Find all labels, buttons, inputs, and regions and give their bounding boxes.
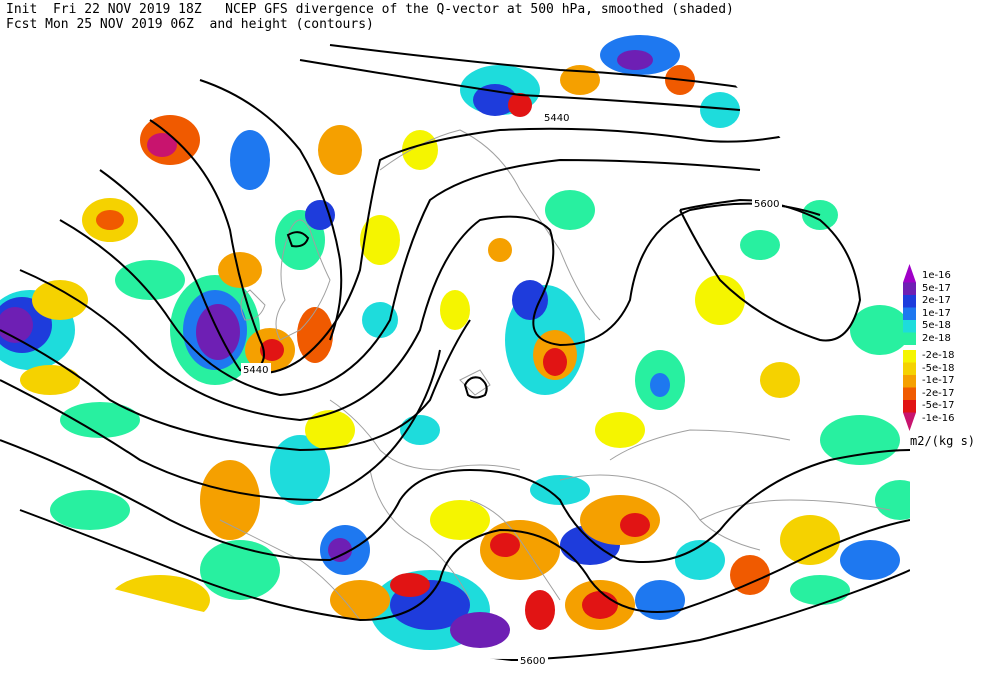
colorbar-swatch <box>903 400 916 413</box>
colorbar-swatch <box>903 320 916 333</box>
colorbar-label: -1e-17 <box>922 375 955 386</box>
colorbar-label: 1e-17 <box>922 307 951 319</box>
contour-label: 5600 <box>520 656 545 667</box>
colorbar-label: -5e-18 <box>922 362 955 374</box>
colorbar-units: m2/(kg s) <box>910 434 976 448</box>
colorbar-swatch <box>903 387 916 400</box>
height-contours <box>0 44 910 662</box>
shaded-field <box>0 35 910 650</box>
colorbar-label: 2e-18 <box>922 332 951 344</box>
colorbar <box>903 264 916 431</box>
colorbar-label: 5e-18 <box>922 320 951 331</box>
colorbar-swatch <box>903 375 916 388</box>
coastlines <box>219 129 891 621</box>
contour-label: 5440 <box>544 113 569 124</box>
colorbar-label: 5e-17 <box>922 282 951 294</box>
colorbar-label: -5e-17 <box>922 400 955 411</box>
contour-label: 5440 <box>243 365 268 376</box>
colorbar-swatch <box>903 362 916 375</box>
colorbar-swatch <box>903 332 916 345</box>
title-line-1: Init Fri 22 NOV 2019 18Z NCEP GFS diverg… <box>6 2 734 17</box>
colorbar-label: 2e-17 <box>922 295 951 306</box>
colorbar-swatch <box>903 307 916 320</box>
colorbar-label: -2e-18 <box>922 350 955 361</box>
colorbar-label: -2e-17 <box>922 387 955 399</box>
colorbar-label: 1e-16 <box>922 270 951 281</box>
colorbar-swatch <box>903 282 916 295</box>
title-line-2: Fcst Mon 25 NOV 2019 06Z and height (con… <box>6 17 374 32</box>
colorbar-swatch <box>903 264 916 283</box>
colorbar-swatch <box>903 350 916 363</box>
contour-labels: 5440 5440 5600 5600 <box>241 111 782 667</box>
colorbar-swatch <box>903 295 916 308</box>
colorbar-label: -1e-16 <box>922 412 955 424</box>
contour-label: 5600 <box>754 199 779 210</box>
colorbar-swatch <box>903 412 916 431</box>
